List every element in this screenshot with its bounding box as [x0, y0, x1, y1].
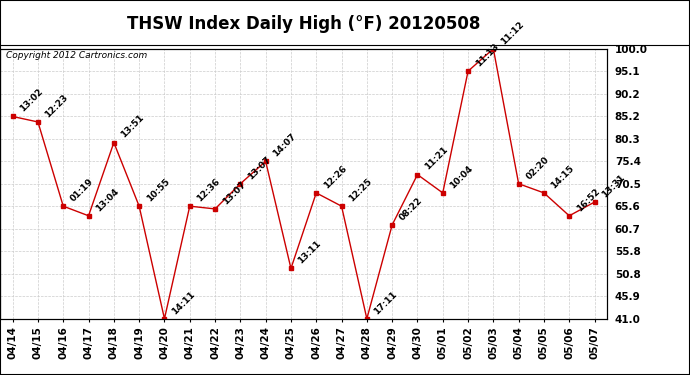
Text: 10:04: 10:04 — [448, 164, 475, 190]
Text: 16:52: 16:52 — [575, 186, 602, 213]
Text: 13:31: 13:31 — [600, 172, 627, 199]
Text: 08:22: 08:22 — [397, 196, 424, 222]
Text: THSW Index Daily High (°F) 20120508: THSW Index Daily High (°F) 20120508 — [127, 15, 480, 33]
Text: 12:25: 12:25 — [347, 177, 374, 203]
Text: 13:07: 13:07 — [246, 154, 273, 181]
Text: 17:11: 17:11 — [373, 289, 399, 316]
Text: 11:21: 11:21 — [423, 145, 450, 172]
Text: 13:11: 13:11 — [297, 239, 323, 266]
Text: 14:15: 14:15 — [549, 164, 576, 190]
Text: 14:11: 14:11 — [170, 289, 197, 316]
Text: 12:36: 12:36 — [195, 177, 222, 203]
Text: 14:07: 14:07 — [271, 132, 298, 159]
Text: 13:04: 13:04 — [94, 186, 121, 213]
Text: 02:20: 02:20 — [524, 154, 551, 181]
Text: 10:55: 10:55 — [145, 177, 171, 203]
Text: 12:23: 12:23 — [43, 93, 70, 119]
Text: 11:12: 11:12 — [499, 20, 526, 46]
Text: 13:07: 13:07 — [221, 180, 247, 206]
Text: 11:13: 11:13 — [473, 42, 500, 68]
Text: Copyright 2012 Cartronics.com: Copyright 2012 Cartronics.com — [6, 51, 148, 60]
Text: 12:26: 12:26 — [322, 164, 348, 190]
Text: 01:19: 01:19 — [69, 177, 95, 203]
Text: 13:02: 13:02 — [18, 87, 45, 114]
Text: 13:51: 13:51 — [119, 113, 146, 140]
